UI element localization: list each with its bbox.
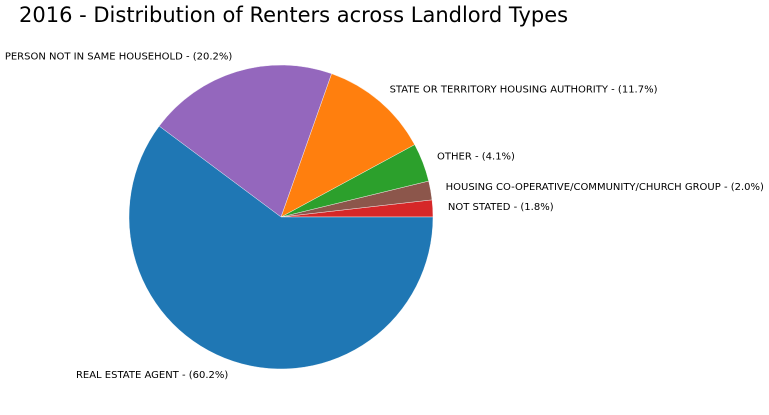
pie-labels: NOT STATED - (1.8%) HOUSING CO-OPERATIVE/… bbox=[5, 52, 764, 382]
pie-label-5: REAL ESTATE AGENT - (60.2%) bbox=[76, 370, 228, 381]
pie-slice-5 bbox=[128, 125, 434, 370]
pie-label-4: PERSON NOT IN SAME HOUSEHOLD - (20.2%) bbox=[5, 52, 233, 63]
pie-slices bbox=[128, 64, 434, 370]
chart-title: 2016 - Distribution of Renters across La… bbox=[19, 3, 568, 27]
pie-label-2: OTHER - (4.1%) bbox=[437, 151, 515, 162]
pie-slice-4 bbox=[158, 64, 332, 218]
pie-slice-3 bbox=[280, 73, 415, 218]
pie-label-0: NOT STATED - (1.8%) bbox=[448, 202, 554, 213]
pie-label-1: HOUSING CO-OPERATIVE/COMMUNITY/CHURCH GR… bbox=[446, 182, 764, 193]
pie-label-3: STATE OR TERRITORY HOUSING AUTHORITY - (… bbox=[390, 84, 658, 95]
